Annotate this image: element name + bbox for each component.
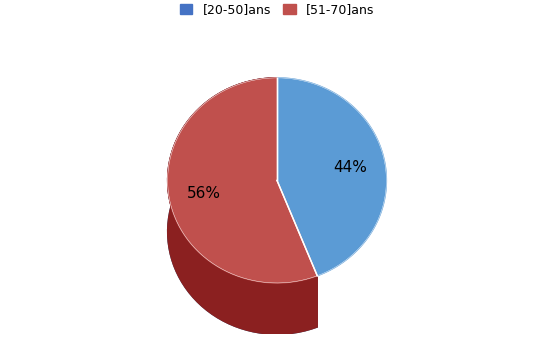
Polygon shape — [168, 78, 317, 334]
Polygon shape — [168, 78, 317, 283]
Polygon shape — [168, 78, 317, 334]
Text: 56%: 56% — [187, 186, 221, 201]
Legend: [20-50]ans, [51-70]ans: [20-50]ans, [51-70]ans — [176, 0, 378, 20]
Text: 44%: 44% — [333, 160, 367, 175]
Polygon shape — [277, 78, 386, 276]
